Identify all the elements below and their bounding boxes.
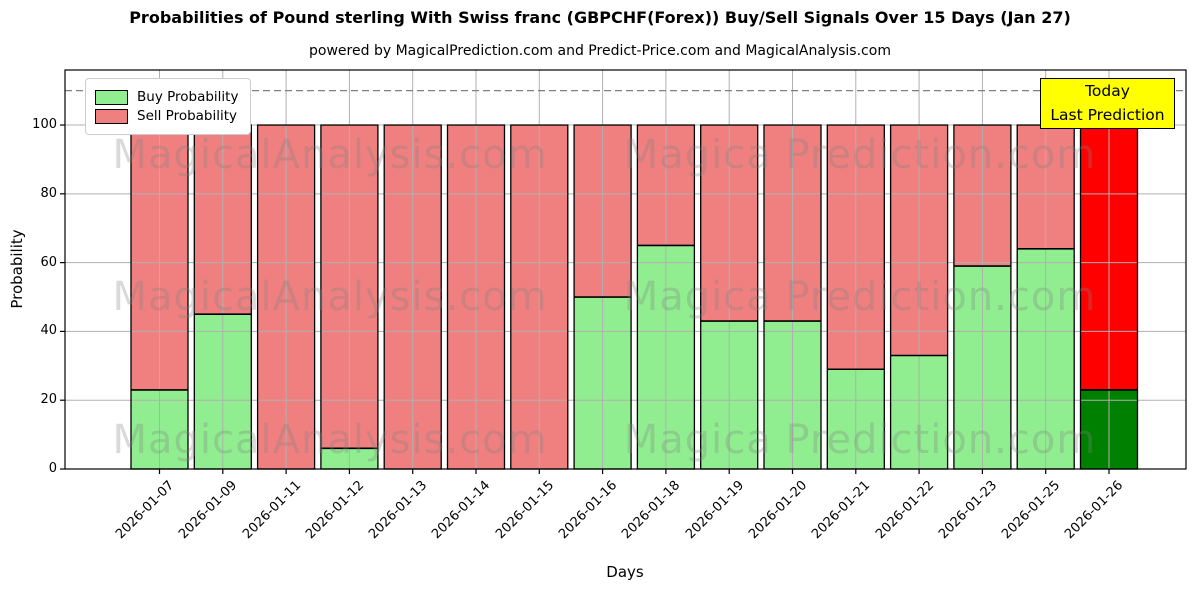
- y-tick-label: 60: [40, 254, 57, 270]
- y-tick-label: 80: [40, 185, 57, 201]
- chart-subtitle: powered by MagicalPrediction.com and Pre…: [309, 43, 891, 59]
- today-annotation-line1: Today: [1085, 82, 1130, 101]
- legend-item-sell: Sell Probability: [95, 108, 238, 124]
- watermark-analysis: MagicalAnalysis.com: [112, 417, 548, 463]
- legend-label-buy: Buy Probability: [137, 89, 239, 105]
- legend-label-sell: Sell Probability: [137, 108, 238, 124]
- x-axis-label: Days: [606, 563, 644, 581]
- watermark-prediction: Magica Prediction.com: [623, 417, 1097, 463]
- buy-swatch-icon: [95, 89, 128, 105]
- sell-swatch-icon: [95, 108, 128, 124]
- y-tick-label: 100: [32, 117, 57, 133]
- legend: Buy Probability Sell Probability: [85, 78, 252, 135]
- watermark-prediction: Magica Prediction.com: [623, 274, 1097, 320]
- watermark-prediction: Magica Prediction.com: [623, 132, 1097, 178]
- watermark-analysis: MagicalAnalysis.com: [112, 274, 548, 320]
- y-tick-label: 40: [40, 323, 57, 339]
- watermark-analysis: MagicalAnalysis.com: [112, 132, 548, 178]
- today-annotation-line2: Last Prediction: [1050, 105, 1165, 124]
- legend-item-buy: Buy Probability: [95, 89, 238, 105]
- y-tick-label: 0: [48, 461, 57, 476]
- y-tick-label: 20: [40, 392, 57, 408]
- chart-title: Probabilities of Pound sterling With Swi…: [129, 8, 1071, 27]
- today-annotation-box: Today Last Prediction: [1040, 78, 1175, 129]
